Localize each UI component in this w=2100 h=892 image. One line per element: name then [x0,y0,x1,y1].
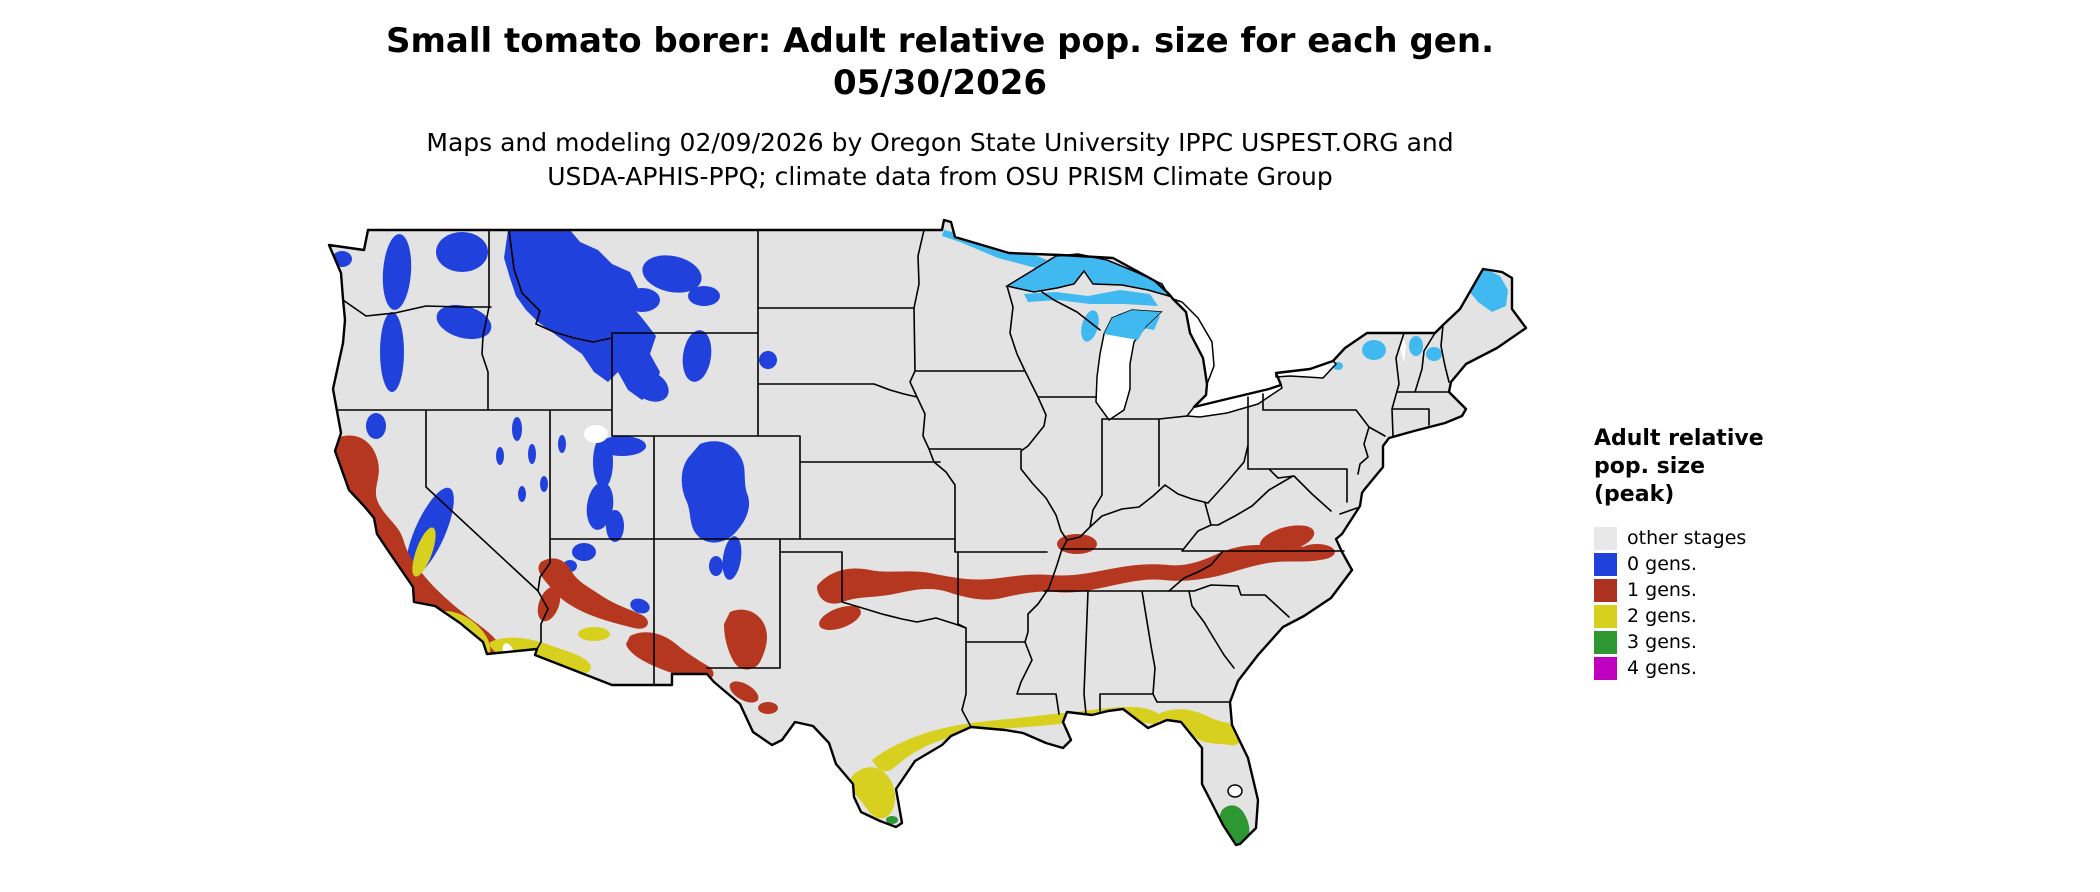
legend-item-2-gens: 2 gens. [1594,603,1874,629]
legend-swatch-1-gens [1594,578,1617,602]
lake-michigan-north [1104,310,1161,340]
legend-swatch-other-stages [1594,526,1617,550]
title-block: Small tomato borer: Adult relative pop. … [0,20,1880,194]
legend-label: 4 gens. [1627,656,1697,679]
legend-item-4-gens: 4 gens. [1594,655,1874,681]
us-map-container [312,214,1528,862]
legend-title-line3: (peak) [1594,482,1675,507]
lake-okeechobee [1227,784,1243,798]
map-subtitle-line1: Maps and modeling 02/09/2026 by Oregon S… [426,128,1454,157]
three-gens-regions [886,805,1250,845]
legend-label: 0 gens. [1627,552,1697,575]
us-map [327,218,1528,847]
great-salt-lake [584,425,608,443]
legend: Adult relative pop. size (peak) other st… [1594,425,1874,681]
legend-items: other stages 0 gens. 1 gens. 2 gens. 3 g… [1594,525,1874,681]
legend-swatch-0-gens [1594,552,1617,576]
state-borders-east [1066,324,1450,669]
legend-item-0-gens: 0 gens. [1594,551,1874,577]
legend-swatch-4-gens [1594,656,1617,680]
legend-item-3-gens: 3 gens. [1594,629,1874,655]
legend-label: other stages [1627,526,1747,549]
us-outline [327,218,1528,847]
state-borders [336,229,1450,728]
legend-item-other-stages: other stages [1594,525,1874,551]
legend-title-line2: pop. size [1594,454,1705,479]
us-landmass [329,220,1526,845]
two-gens-regions [412,527,1242,819]
lake-michigan [1095,309,1163,422]
state-borders-west [336,229,967,686]
legend-item-1-gens: 1 gens. [1594,577,1874,603]
zero-gens-regions [332,230,777,614]
map-title-line2: 05/30/2026 [832,63,1048,103]
legend-label: 3 gens. [1627,630,1697,653]
map-subtitle-line2: USDA-APHIS-PPQ; climate data from OSU PR… [547,162,1333,191]
legend-swatch-2-gens [1594,604,1617,628]
map-title-line1: Small tomato borer: Adult relative pop. … [386,21,1494,61]
generation-regions [332,230,1508,845]
legend-swatch-3-gens [1594,630,1617,654]
legend-label: 2 gens. [1627,604,1697,627]
state-borders-central [757,229,1231,728]
legend-label: 1 gens. [1627,578,1697,601]
legend-title-line1: Adult relative [1594,426,1764,451]
